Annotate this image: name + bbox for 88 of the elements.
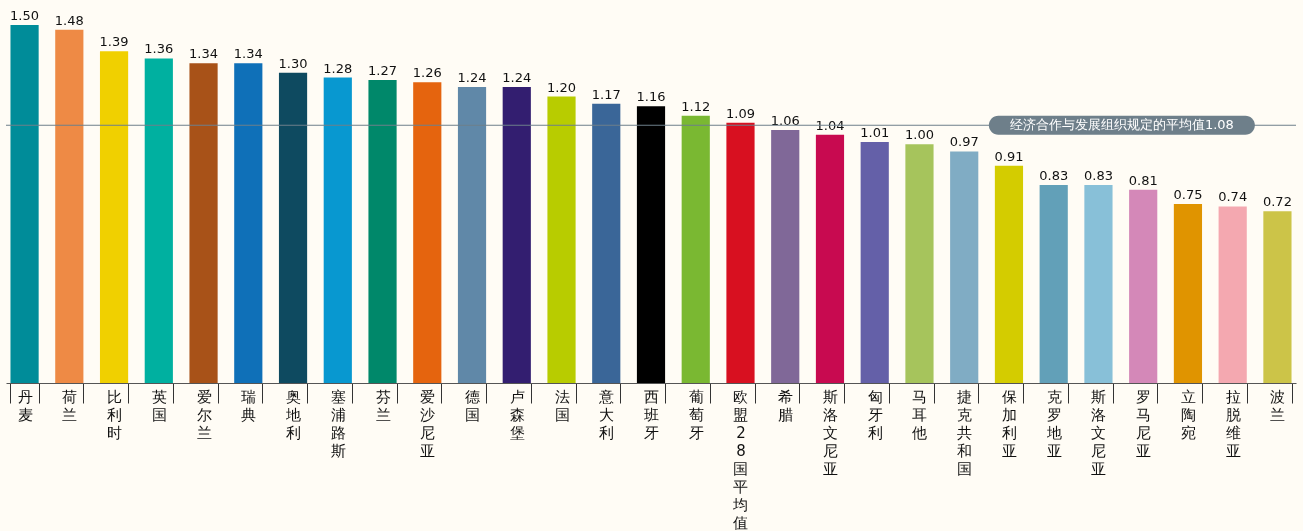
data-label: 1.36 (144, 41, 174, 57)
bar (502, 87, 531, 383)
x-tick-label: 瑞典 (241, 387, 257, 424)
x-tick-label: 荷兰 (62, 387, 78, 424)
bar (905, 144, 934, 383)
bar (144, 58, 173, 383)
x-tick-label: 爱沙尼亚 (420, 387, 436, 460)
data-label: 1.28 (323, 60, 353, 76)
bar (1039, 184, 1068, 383)
data-label: 1.17 (591, 86, 621, 102)
data-label: 0.83 (1039, 167, 1069, 183)
bar (547, 96, 576, 383)
x-tick-label: 卢森堡 (509, 387, 525, 442)
x-tick-label: 法国 (554, 387, 570, 424)
data-label: 0.97 (949, 134, 979, 150)
x-tick-label: 比利时 (107, 387, 123, 442)
data-label: 0.74 (1218, 189, 1248, 205)
bar (457, 87, 487, 383)
bar (99, 51, 129, 383)
data-label: 1.39 (99, 34, 129, 50)
bar (815, 134, 845, 383)
bar (368, 79, 397, 383)
bar (1084, 184, 1113, 383)
x-tick-label: 塞浦路斯 (330, 387, 346, 460)
x-tick-label: 斯洛文尼亚 (822, 387, 838, 478)
data-label: 0.75 (1173, 187, 1203, 202)
bar (1218, 206, 1247, 383)
bar (771, 130, 800, 383)
x-tick-label: 英国 (151, 387, 167, 424)
bar (592, 103, 621, 383)
data-label: 0.91 (994, 148, 1024, 164)
x-tick-label: 芬兰 (375, 387, 391, 424)
x-tick-label: 爱尔兰 (196, 387, 212, 442)
x-tick-label: 波兰 (1270, 387, 1286, 424)
x-tick-label: 匈牙利 (867, 387, 883, 442)
x-tick-label: 捷克共和国 (957, 387, 973, 478)
data-label: 1.20 (547, 79, 576, 95)
data-label: 1.48 (54, 12, 84, 28)
bar (860, 141, 889, 383)
x-tick-label: 意大利 (598, 387, 615, 442)
x-tick-label: 西班牙 (644, 387, 659, 442)
data-label: 1.06 (770, 113, 800, 129)
bar (950, 151, 979, 383)
bar (189, 63, 218, 383)
data-label: 0.81 (1128, 172, 1158, 188)
data-label: 1.50 (10, 8, 40, 23)
bar (1129, 189, 1158, 383)
data-label: 1.01 (860, 124, 890, 140)
x-tick-label: 立陶宛 (1180, 387, 1196, 442)
x-tick-label: 丹麦 (17, 387, 33, 424)
bar (413, 82, 442, 383)
bar (994, 165, 1024, 383)
x-tick-label: 奥地利 (285, 387, 302, 442)
bar (234, 63, 263, 383)
x-tick-label: 拉脱维亚 (1225, 387, 1241, 460)
bar (278, 72, 308, 383)
data-label: 1.00 (904, 127, 934, 143)
data-label: 0.83 (1083, 167, 1113, 183)
x-tick-label: 德国 (465, 387, 481, 424)
bar (636, 106, 666, 383)
x-tick-label: 马耳他 (912, 387, 928, 442)
data-label: 1.12 (681, 98, 711, 114)
bar (681, 115, 710, 383)
ref-line-label: 经济合作与发展组织规定的平均值1.08 (1009, 117, 1234, 133)
data-label: 1.34 (233, 46, 263, 62)
bar (55, 29, 84, 383)
x-tick-label: 保加利亚 (1001, 387, 1017, 460)
data-label: 1.16 (636, 89, 666, 105)
data-label: 1.27 (368, 62, 398, 78)
x-tick-label: 罗马尼亚 (1136, 387, 1152, 460)
x-tick-label: 斯洛文尼亚 (1091, 387, 1107, 478)
bar (1173, 204, 1203, 383)
bar (1263, 211, 1292, 383)
x-tick-label: 欧盟28国平均值 (732, 387, 749, 531)
x-tick-label: 克罗地亚 (1045, 387, 1062, 460)
data-label: 1.34 (189, 46, 219, 62)
x-tick-label: 希腊 (778, 387, 794, 424)
data-label: 1.04 (815, 117, 845, 133)
data-label: 1.24 (457, 70, 487, 86)
bar (10, 25, 39, 383)
data-label: 1.09 (726, 105, 755, 121)
bar (726, 122, 755, 383)
x-tick-label: 葡萄牙 (688, 387, 704, 442)
data-label: 1.30 (278, 55, 308, 71)
bar (323, 77, 352, 383)
data-label: 0.72 (1262, 194, 1292, 210)
data-label: 1.24 (502, 70, 532, 86)
data-label: 1.26 (412, 65, 442, 81)
